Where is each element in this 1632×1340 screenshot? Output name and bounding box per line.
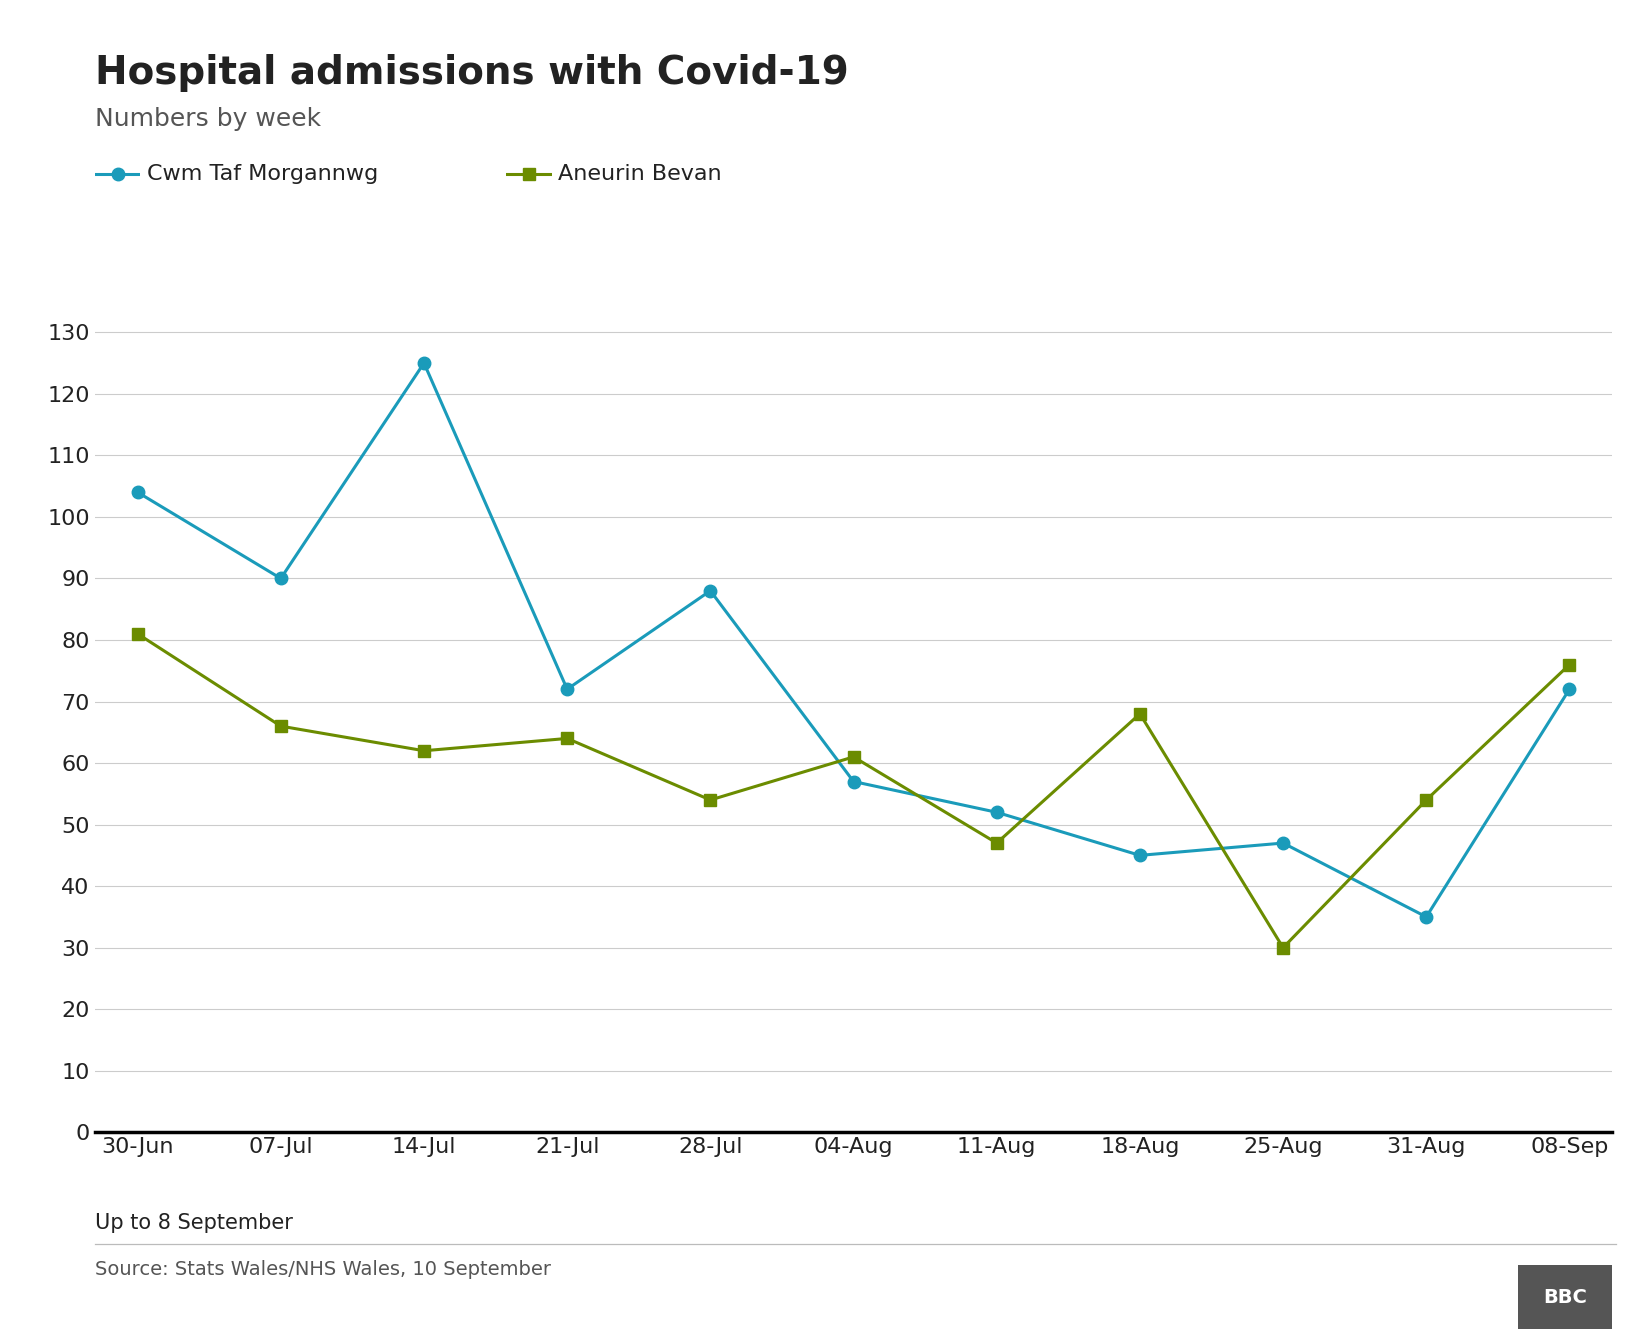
Text: Cwm Taf Morgannwg: Cwm Taf Morgannwg: [147, 165, 379, 184]
Text: Numbers by week: Numbers by week: [95, 107, 322, 131]
Text: Up to 8 September: Up to 8 September: [95, 1213, 292, 1233]
Text: Hospital admissions with Covid-19: Hospital admissions with Covid-19: [95, 54, 849, 91]
Text: BBC: BBC: [1544, 1288, 1586, 1306]
Text: Aneurin Bevan: Aneurin Bevan: [558, 165, 721, 184]
Text: Source: Stats Wales/NHS Wales, 10 September: Source: Stats Wales/NHS Wales, 10 Septem…: [95, 1260, 550, 1278]
